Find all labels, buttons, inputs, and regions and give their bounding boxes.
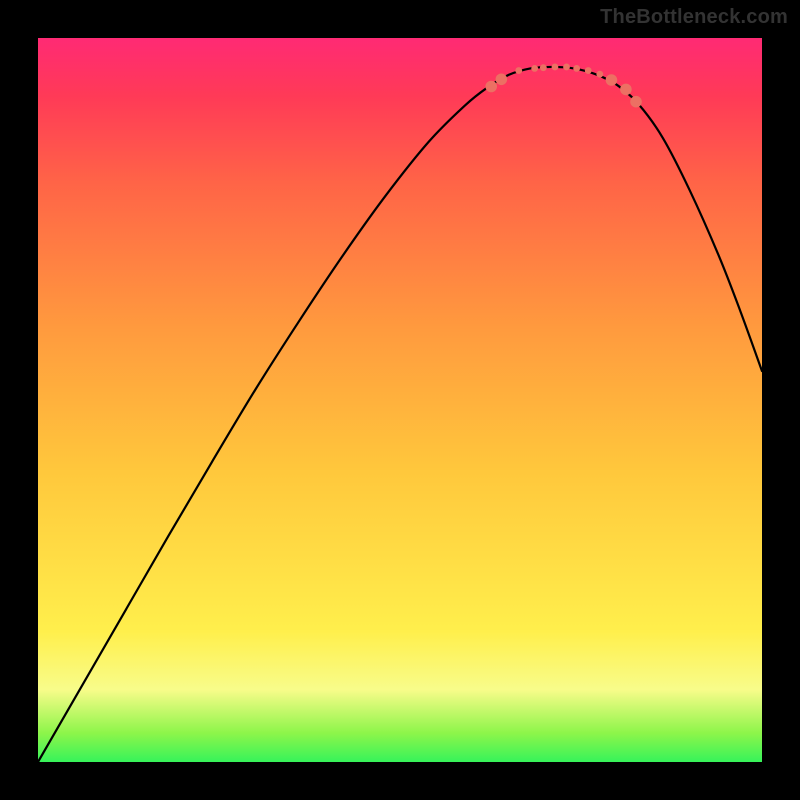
curve-marker — [552, 64, 559, 71]
curve-marker — [496, 73, 508, 85]
curve-marker — [531, 65, 538, 72]
curve-marker — [573, 65, 580, 72]
curve-marker — [563, 64, 570, 71]
curve-marker — [596, 71, 603, 78]
watermark-text: TheBottleneck.com — [600, 6, 788, 29]
bottleneck-curve — [38, 67, 762, 762]
curve-marker — [585, 67, 592, 74]
chart-curve-layer — [38, 38, 762, 762]
chart-container — [38, 38, 762, 762]
curve-marker — [606, 74, 618, 86]
curve-marker — [630, 96, 642, 108]
curve-marker — [485, 81, 497, 93]
curve-marker — [620, 84, 632, 96]
curve-marker — [540, 64, 547, 71]
curve-marker — [515, 67, 522, 74]
